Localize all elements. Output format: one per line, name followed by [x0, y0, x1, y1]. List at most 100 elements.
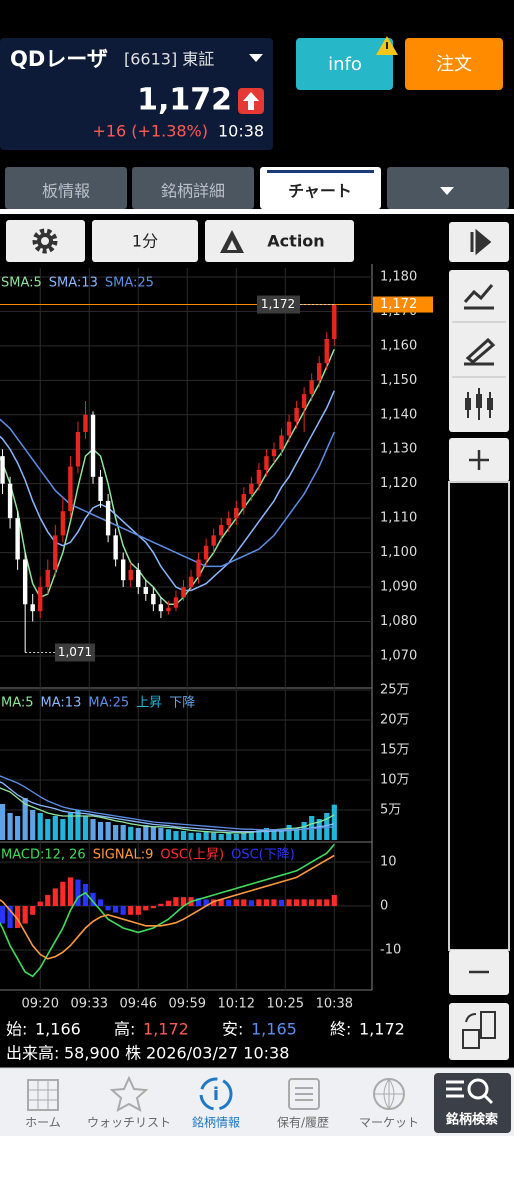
- order-button[interactable]: [405, 38, 503, 90]
- play-icon: [470, 228, 492, 256]
- osc-bar: [301, 899, 307, 906]
- x-tick-label: 10:25: [267, 997, 304, 1012]
- volume-bar: [165, 829, 172, 840]
- osc-bar: [0, 905, 6, 924]
- dropdown-icon[interactable]: [249, 54, 263, 62]
- candle-body: [120, 559, 126, 581]
- osc-bar: [324, 899, 330, 906]
- bottom-area: [0, 1136, 514, 1199]
- osc-bar: [309, 899, 315, 906]
- legend-entry: OSC(下降): [231, 848, 295, 863]
- osc-bar: [203, 899, 209, 906]
- legend-entry: SMA:25: [105, 276, 154, 291]
- osc-bar: [256, 899, 262, 906]
- osc-bar: [233, 899, 239, 906]
- candle-body: [75, 432, 81, 467]
- candle-body: [317, 363, 322, 381]
- legend-entry: 下降: [169, 696, 195, 711]
- x-tick-label: 09:33: [71, 997, 108, 1012]
- low-label: 安:: [222, 1020, 243, 1039]
- candle-body: [83, 414, 88, 433]
- line: [0, 349, 335, 606]
- osc-bar: [67, 877, 73, 906]
- low-box: [55, 643, 95, 662]
- history-icon[interactable]: [288, 1078, 320, 1110]
- volume-bar: [135, 828, 141, 840]
- candle-body: [271, 449, 277, 457]
- volume-bar: [218, 834, 224, 840]
- close-label: 終:: [330, 1020, 351, 1039]
- volume-bar: [226, 832, 232, 840]
- y-tick-label: -10: [380, 942, 401, 957]
- warning-mark: [386, 42, 388, 49]
- indicator-icon[interactable]: [463, 284, 494, 310]
- candle-body: [294, 407, 299, 422]
- y-tick-label: 10: [380, 854, 397, 869]
- y-tick-label: 1,110: [380, 511, 417, 526]
- search-icon: [446, 1080, 494, 1105]
- osc-bar: [113, 905, 119, 913]
- candle-body: [158, 604, 164, 612]
- current-price-label: 1,172: [380, 297, 417, 312]
- candle-body: [128, 569, 133, 581]
- y-tick-label: 0: [380, 898, 388, 913]
- legend-entry: MA:25: [88, 696, 129, 711]
- open-label: 始:: [6, 1020, 27, 1039]
- y-tick-label: 20万: [380, 713, 410, 728]
- sidebar-track: [448, 481, 510, 951]
- volume-bar: [75, 810, 81, 840]
- osc-bar: [45, 894, 51, 906]
- volume-bar: [15, 816, 21, 840]
- osc-bar: [15, 905, 21, 928]
- osc-bar: [22, 905, 28, 924]
- info-button[interactable]: [296, 38, 393, 90]
- osc-bar: [30, 905, 36, 915]
- action-label: Action: [267, 232, 324, 251]
- volume-bar: [180, 831, 187, 840]
- legend-entry: MA:13: [41, 696, 82, 711]
- volume-bar: [67, 813, 73, 840]
- volume-label: 出来高:: [6, 1044, 59, 1063]
- candle-body: [30, 604, 35, 612]
- osc-bar: [278, 899, 285, 906]
- open-value: 1,166: [35, 1020, 81, 1039]
- candle-body: [324, 338, 329, 364]
- tab-active[interactable]: [260, 167, 381, 209]
- quote-panel: [0, 38, 273, 150]
- stock-code: [6613] 東証: [124, 50, 214, 69]
- osc-bar: [226, 899, 232, 906]
- home-icon[interactable]: [27, 1079, 59, 1111]
- osc-bar: [52, 888, 58, 906]
- candle-body: [301, 394, 307, 408]
- interval-button[interactable]: [92, 220, 198, 262]
- info-icon-glyph: i: [213, 1084, 219, 1105]
- high-value: 1,172: [143, 1020, 189, 1039]
- volume-bar: [143, 825, 149, 840]
- y-tick-label: 25万: [380, 683, 410, 698]
- volume-bar: [128, 826, 134, 840]
- candle-body: [53, 535, 58, 570]
- volume-bar: [90, 819, 96, 840]
- draw-icon[interactable]: [464, 337, 496, 366]
- candle-body: [90, 414, 96, 477]
- osc-bar: [165, 900, 172, 906]
- x-tick-label: 10:12: [218, 997, 255, 1012]
- tab[interactable]: [132, 167, 254, 209]
- osc-bar: [331, 894, 337, 906]
- candle-body: [45, 569, 50, 588]
- tab[interactable]: [5, 167, 127, 209]
- osc-bar: [105, 905, 111, 911]
- candle-body: [0, 456, 5, 484]
- plot-area: [0, 268, 372, 990]
- tab-indicator: [267, 170, 374, 173]
- settings-button[interactable]: [6, 220, 85, 262]
- volume-bar: [248, 831, 254, 840]
- quote-time: 10:38: [218, 122, 264, 141]
- watchlist-icon[interactable]: [109, 1075, 149, 1112]
- home-icon: [28, 1080, 58, 1110]
- info-icon[interactable]: [199, 1077, 233, 1111]
- candle-body: [309, 380, 314, 395]
- line: [0, 843, 335, 978]
- candle-body: [332, 304, 337, 339]
